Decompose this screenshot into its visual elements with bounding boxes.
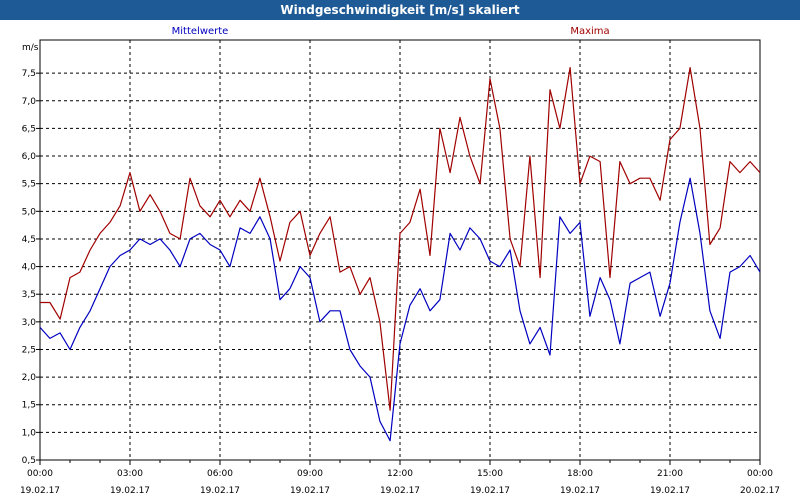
x-tick-date: 19.02.17 (290, 486, 330, 496)
y-tick-label: 2,5 (22, 345, 36, 355)
x-axis-ticks: 00:00 19.02.17 03:00 19.02.17 06:00 19.02.17 0… (20, 460, 780, 496)
series-label-maxima: Maxima (570, 26, 609, 37)
wind-speed-chart: 0,5 1,0 1,5 2,0 2,5 3,0 3,5 4,0 4,5 5,0 5,5 6,0 6,5 7… (0, 20, 800, 500)
y-axis-unit: m/s (22, 43, 39, 53)
y-tick-label: 7,0 (22, 97, 37, 107)
y-tick-label: 5,0 (22, 207, 37, 217)
series-lines (39, 66, 761, 442)
y-tick-label: 4,5 (22, 235, 36, 245)
y-tick-label: 6,0 (22, 152, 37, 162)
series-label-mittelwerte: Mittelwerte (172, 26, 229, 37)
y-tick-label: 0,5 (22, 456, 36, 466)
y-axis-ticks: 0,5 1,0 1,5 2,0 2,5 3,0 3,5 4,0 4,5 5,0 5,5 6,0 6,5 7… (22, 69, 40, 466)
y-tick-label: 3,0 (22, 318, 37, 328)
x-tick-time: 06:00 (207, 469, 233, 479)
x-tick-date: 19.02.17 (650, 486, 690, 496)
y-tick-label: 2,0 (22, 373, 37, 383)
y-tick-label: 6,5 (22, 124, 36, 134)
x-tick-date: 19.02.17 (560, 486, 600, 496)
x-tick-time: 03:00 (117, 469, 143, 479)
x-tick-time: 12:00 (387, 469, 413, 479)
y-tick-label: 1,5 (22, 401, 36, 411)
x-tick-date: 19.02.17 (380, 486, 420, 496)
x-tick-time: 18:00 (567, 469, 593, 479)
x-tick-time: 09:00 (297, 469, 323, 479)
x-tick-time: 15:00 (477, 469, 503, 479)
x-tick-date: 19.02.17 (20, 486, 60, 496)
grid-lines (40, 40, 760, 461)
x-tick-date: 19.02.17 (470, 486, 510, 496)
window-title: Windgeschwindigkeit [m/s] skaliert (0, 0, 800, 20)
x-tick-date: 19.02.17 (110, 486, 150, 496)
y-tick-label: 4,0 (22, 263, 37, 273)
x-tick-time: 00:00 (747, 469, 773, 479)
y-tick-label: 7,5 (22, 69, 36, 79)
series-line-maxima (40, 66, 761, 411)
x-tick-time: 21:00 (657, 469, 683, 479)
x-tick-date: 20.02.17 (740, 486, 780, 496)
y-tick-label: 3,5 (22, 290, 36, 300)
x-tick-time: 00:00 (27, 469, 53, 479)
y-tick-label: 5,5 (22, 180, 36, 190)
y-tick-label: 1,0 (22, 428, 37, 438)
series-line-mittelwerte (39, 177, 761, 442)
x-tick-date: 19.02.17 (200, 486, 240, 496)
